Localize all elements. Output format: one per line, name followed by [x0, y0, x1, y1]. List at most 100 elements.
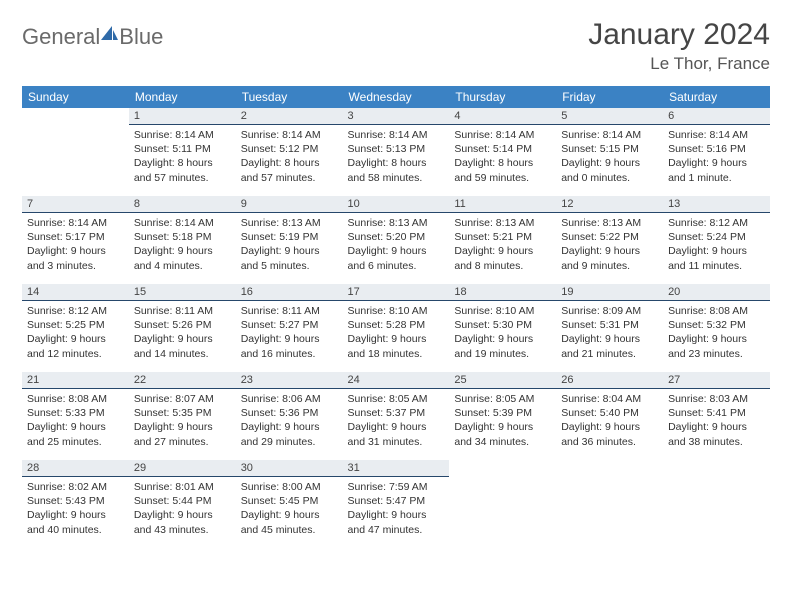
day-body: Sunrise: 8:08 AMSunset: 5:33 PMDaylight:…: [22, 389, 129, 453]
calendar-week-row: 1Sunrise: 8:14 AMSunset: 5:11 PMDaylight…: [22, 108, 770, 196]
sunrise-text: Sunrise: 8:08 AM: [668, 304, 765, 318]
weekday-header: Monday: [129, 86, 236, 108]
day-number: 3: [343, 108, 450, 125]
day-body: Sunrise: 8:10 AMSunset: 5:30 PMDaylight:…: [449, 301, 556, 365]
daylight-text: Daylight: 9 hours and 36 minutes.: [561, 420, 658, 448]
sunset-text: Sunset: 5:20 PM: [348, 230, 445, 244]
day-number: 26: [556, 372, 663, 389]
daylight-text: Daylight: 9 hours and 9 minutes.: [561, 244, 658, 272]
day-number: 12: [556, 196, 663, 213]
sunrise-text: Sunrise: 8:09 AM: [561, 304, 658, 318]
day-body: Sunrise: 8:01 AMSunset: 5:44 PMDaylight:…: [129, 477, 236, 541]
sunset-text: Sunset: 5:15 PM: [561, 142, 658, 156]
sunset-text: Sunset: 5:44 PM: [134, 494, 231, 508]
daylight-text: Daylight: 9 hours and 25 minutes.: [27, 420, 124, 448]
weekday-header: Sunday: [22, 86, 129, 108]
day-body: Sunrise: 8:14 AMSunset: 5:13 PMDaylight:…: [343, 125, 450, 189]
day-number: 29: [129, 460, 236, 477]
sunset-text: Sunset: 5:12 PM: [241, 142, 338, 156]
daylight-text: Daylight: 9 hours and 3 minutes.: [27, 244, 124, 272]
day-number: 21: [22, 372, 129, 389]
day-number: 20: [663, 284, 770, 301]
day-number: 27: [663, 372, 770, 389]
logo: General Blue: [22, 18, 163, 50]
day-body: Sunrise: 8:14 AMSunset: 5:17 PMDaylight:…: [22, 213, 129, 277]
day-body: Sunrise: 8:11 AMSunset: 5:26 PMDaylight:…: [129, 301, 236, 365]
logo-text-part1: General: [22, 24, 100, 50]
day-number: 7: [22, 196, 129, 213]
daylight-text: Daylight: 9 hours and 6 minutes.: [348, 244, 445, 272]
calendar-day-cell: 20Sunrise: 8:08 AMSunset: 5:32 PMDayligh…: [663, 284, 770, 372]
sunrise-text: Sunrise: 8:04 AM: [561, 392, 658, 406]
logo-sail-icon: [99, 24, 119, 47]
sunrise-text: Sunrise: 8:14 AM: [561, 128, 658, 142]
sunset-text: Sunset: 5:36 PM: [241, 406, 338, 420]
day-body: Sunrise: 7:59 AMSunset: 5:47 PMDaylight:…: [343, 477, 450, 541]
calendar-table: Sunday Monday Tuesday Wednesday Thursday…: [22, 86, 770, 548]
daylight-text: Daylight: 9 hours and 19 minutes.: [454, 332, 551, 360]
day-number: 17: [343, 284, 450, 301]
sunset-text: Sunset: 5:14 PM: [454, 142, 551, 156]
day-body: Sunrise: 8:14 AMSunset: 5:14 PMDaylight:…: [449, 125, 556, 189]
daylight-text: Daylight: 9 hours and 27 minutes.: [134, 420, 231, 448]
day-body: Sunrise: 8:14 AMSunset: 5:16 PMDaylight:…: [663, 125, 770, 189]
day-number: 24: [343, 372, 450, 389]
calendar-week-row: 21Sunrise: 8:08 AMSunset: 5:33 PMDayligh…: [22, 372, 770, 460]
weekday-header: Saturday: [663, 86, 770, 108]
weekday-header: Tuesday: [236, 86, 343, 108]
weekday-header: Friday: [556, 86, 663, 108]
calendar-day-cell: 11Sunrise: 8:13 AMSunset: 5:21 PMDayligh…: [449, 196, 556, 284]
sunset-text: Sunset: 5:25 PM: [27, 318, 124, 332]
sunrise-text: Sunrise: 8:14 AM: [668, 128, 765, 142]
day-body: Sunrise: 8:14 AMSunset: 5:15 PMDaylight:…: [556, 125, 663, 189]
day-body: Sunrise: 8:13 AMSunset: 5:21 PMDaylight:…: [449, 213, 556, 277]
calendar-day-cell: 17Sunrise: 8:10 AMSunset: 5:28 PMDayligh…: [343, 284, 450, 372]
title-block: January 2024 Le Thor, France: [588, 18, 770, 74]
sunrise-text: Sunrise: 8:12 AM: [27, 304, 124, 318]
day-number: 13: [663, 196, 770, 213]
sunrise-text: Sunrise: 8:11 AM: [241, 304, 338, 318]
sunrise-text: Sunrise: 8:02 AM: [27, 480, 124, 494]
day-number: 9: [236, 196, 343, 213]
day-body: Sunrise: 8:06 AMSunset: 5:36 PMDaylight:…: [236, 389, 343, 453]
sunrise-text: Sunrise: 8:11 AM: [134, 304, 231, 318]
calendar-day-cell: 14Sunrise: 8:12 AMSunset: 5:25 PMDayligh…: [22, 284, 129, 372]
daylight-text: Daylight: 9 hours and 31 minutes.: [348, 420, 445, 448]
sunrise-text: Sunrise: 8:00 AM: [241, 480, 338, 494]
page-title: January 2024: [588, 18, 770, 52]
sunrise-text: Sunrise: 8:13 AM: [348, 216, 445, 230]
day-body: Sunrise: 8:07 AMSunset: 5:35 PMDaylight:…: [129, 389, 236, 453]
sunrise-text: Sunrise: 8:05 AM: [348, 392, 445, 406]
daylight-text: Daylight: 9 hours and 45 minutes.: [241, 508, 338, 536]
day-body: Sunrise: 8:09 AMSunset: 5:31 PMDaylight:…: [556, 301, 663, 365]
day-body: Sunrise: 8:14 AMSunset: 5:18 PMDaylight:…: [129, 213, 236, 277]
calendar-day-cell: 1Sunrise: 8:14 AMSunset: 5:11 PMDaylight…: [129, 108, 236, 196]
header: General Blue January 2024 Le Thor, Franc…: [22, 18, 770, 74]
calendar-day-cell: 8Sunrise: 8:14 AMSunset: 5:18 PMDaylight…: [129, 196, 236, 284]
sunrise-text: Sunrise: 8:13 AM: [241, 216, 338, 230]
day-number: 2: [236, 108, 343, 125]
sunset-text: Sunset: 5:45 PM: [241, 494, 338, 508]
day-number: 18: [449, 284, 556, 301]
day-number: 1: [129, 108, 236, 125]
sunset-text: Sunset: 5:13 PM: [348, 142, 445, 156]
sunset-text: Sunset: 5:35 PM: [134, 406, 231, 420]
day-number: 31: [343, 460, 450, 477]
daylight-text: Daylight: 9 hours and 21 minutes.: [561, 332, 658, 360]
daylight-text: Daylight: 9 hours and 12 minutes.: [27, 332, 124, 360]
day-body: Sunrise: 8:14 AMSunset: 5:11 PMDaylight:…: [129, 125, 236, 189]
daylight-text: Daylight: 9 hours and 8 minutes.: [454, 244, 551, 272]
day-number: 11: [449, 196, 556, 213]
sunrise-text: Sunrise: 7:59 AM: [348, 480, 445, 494]
sunrise-text: Sunrise: 8:14 AM: [134, 216, 231, 230]
day-body: Sunrise: 8:04 AMSunset: 5:40 PMDaylight:…: [556, 389, 663, 453]
daylight-text: Daylight: 9 hours and 5 minutes.: [241, 244, 338, 272]
day-number: 25: [449, 372, 556, 389]
day-number: 28: [22, 460, 129, 477]
day-number: 6: [663, 108, 770, 125]
sunset-text: Sunset: 5:41 PM: [668, 406, 765, 420]
day-number: 22: [129, 372, 236, 389]
daylight-text: Daylight: 9 hours and 11 minutes.: [668, 244, 765, 272]
sunset-text: Sunset: 5:32 PM: [668, 318, 765, 332]
calendar-week-row: 28Sunrise: 8:02 AMSunset: 5:43 PMDayligh…: [22, 460, 770, 548]
